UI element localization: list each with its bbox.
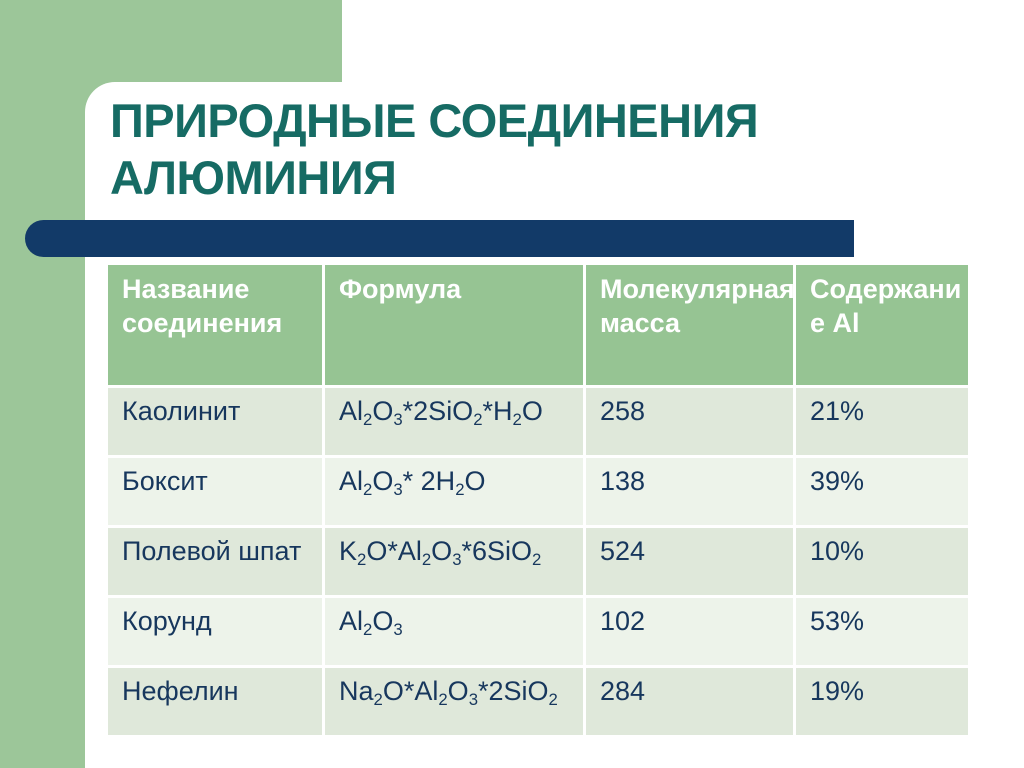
cell-al-content: 39% [793, 455, 971, 528]
table-header-row: Название соединения Формула Молекулярная… [105, 262, 971, 388]
cell-compound-name: Полевой шпат [105, 525, 325, 598]
cell-compound-name: Корунд [105, 595, 325, 668]
cell-formula: Al2O3*2SiO2*H2O [322, 385, 586, 458]
accent-bar-divider [25, 220, 854, 257]
cell-formula: Al2O3 [322, 595, 586, 668]
header-al-content: Содержани е Al [793, 262, 971, 388]
header-compound-name: Название соединения [105, 262, 325, 388]
cell-al-content: 10% [793, 525, 971, 598]
cell-al-content: 21% [793, 385, 971, 458]
cell-compound-name: Каолинит [105, 385, 325, 458]
header-molecular-mass: Молекулярная масса [583, 262, 796, 388]
cell-molecular-mass: 524 [583, 525, 796, 598]
table-row: Корунд Al2O3 102 53% [105, 595, 971, 668]
header-formula: Формула [322, 262, 586, 388]
top-right-white-band [342, 0, 1024, 90]
cell-compound-name: Нефелин [105, 665, 325, 738]
cell-molecular-mass: 138 [583, 455, 796, 528]
cell-compound-name: Боксит [105, 455, 325, 528]
slide-title: ПРИРОДНЫЕ СОЕДИНЕНИЯ АЛЮМИНИЯ [110, 94, 759, 205]
table-row: Нефелин Na2O*Al2O3*2SiO2 284 19% [105, 665, 971, 738]
cell-molecular-mass: 258 [583, 385, 796, 458]
table-row: Боксит Al2O3* 2H2O 138 39% [105, 455, 971, 528]
table-row: Каолинит Al2O3*2SiO2*H2O 258 21% [105, 385, 971, 458]
cell-formula: Na2O*Al2O3*2SiO2 [322, 665, 586, 738]
cell-formula: Al2O3* 2H2O [322, 455, 586, 528]
cell-formula: K2O*Al2O3*6SiO2 [322, 525, 586, 598]
cell-al-content: 53% [793, 595, 971, 668]
cell-al-content: 19% [793, 665, 971, 738]
cell-molecular-mass: 102 [583, 595, 796, 668]
aluminum-compounds-table: Название соединения Формула Молекулярная… [105, 262, 971, 738]
cell-molecular-mass: 284 [583, 665, 796, 738]
table-row: Полевой шпат K2O*Al2O3*6SiO2 524 10% [105, 525, 971, 598]
